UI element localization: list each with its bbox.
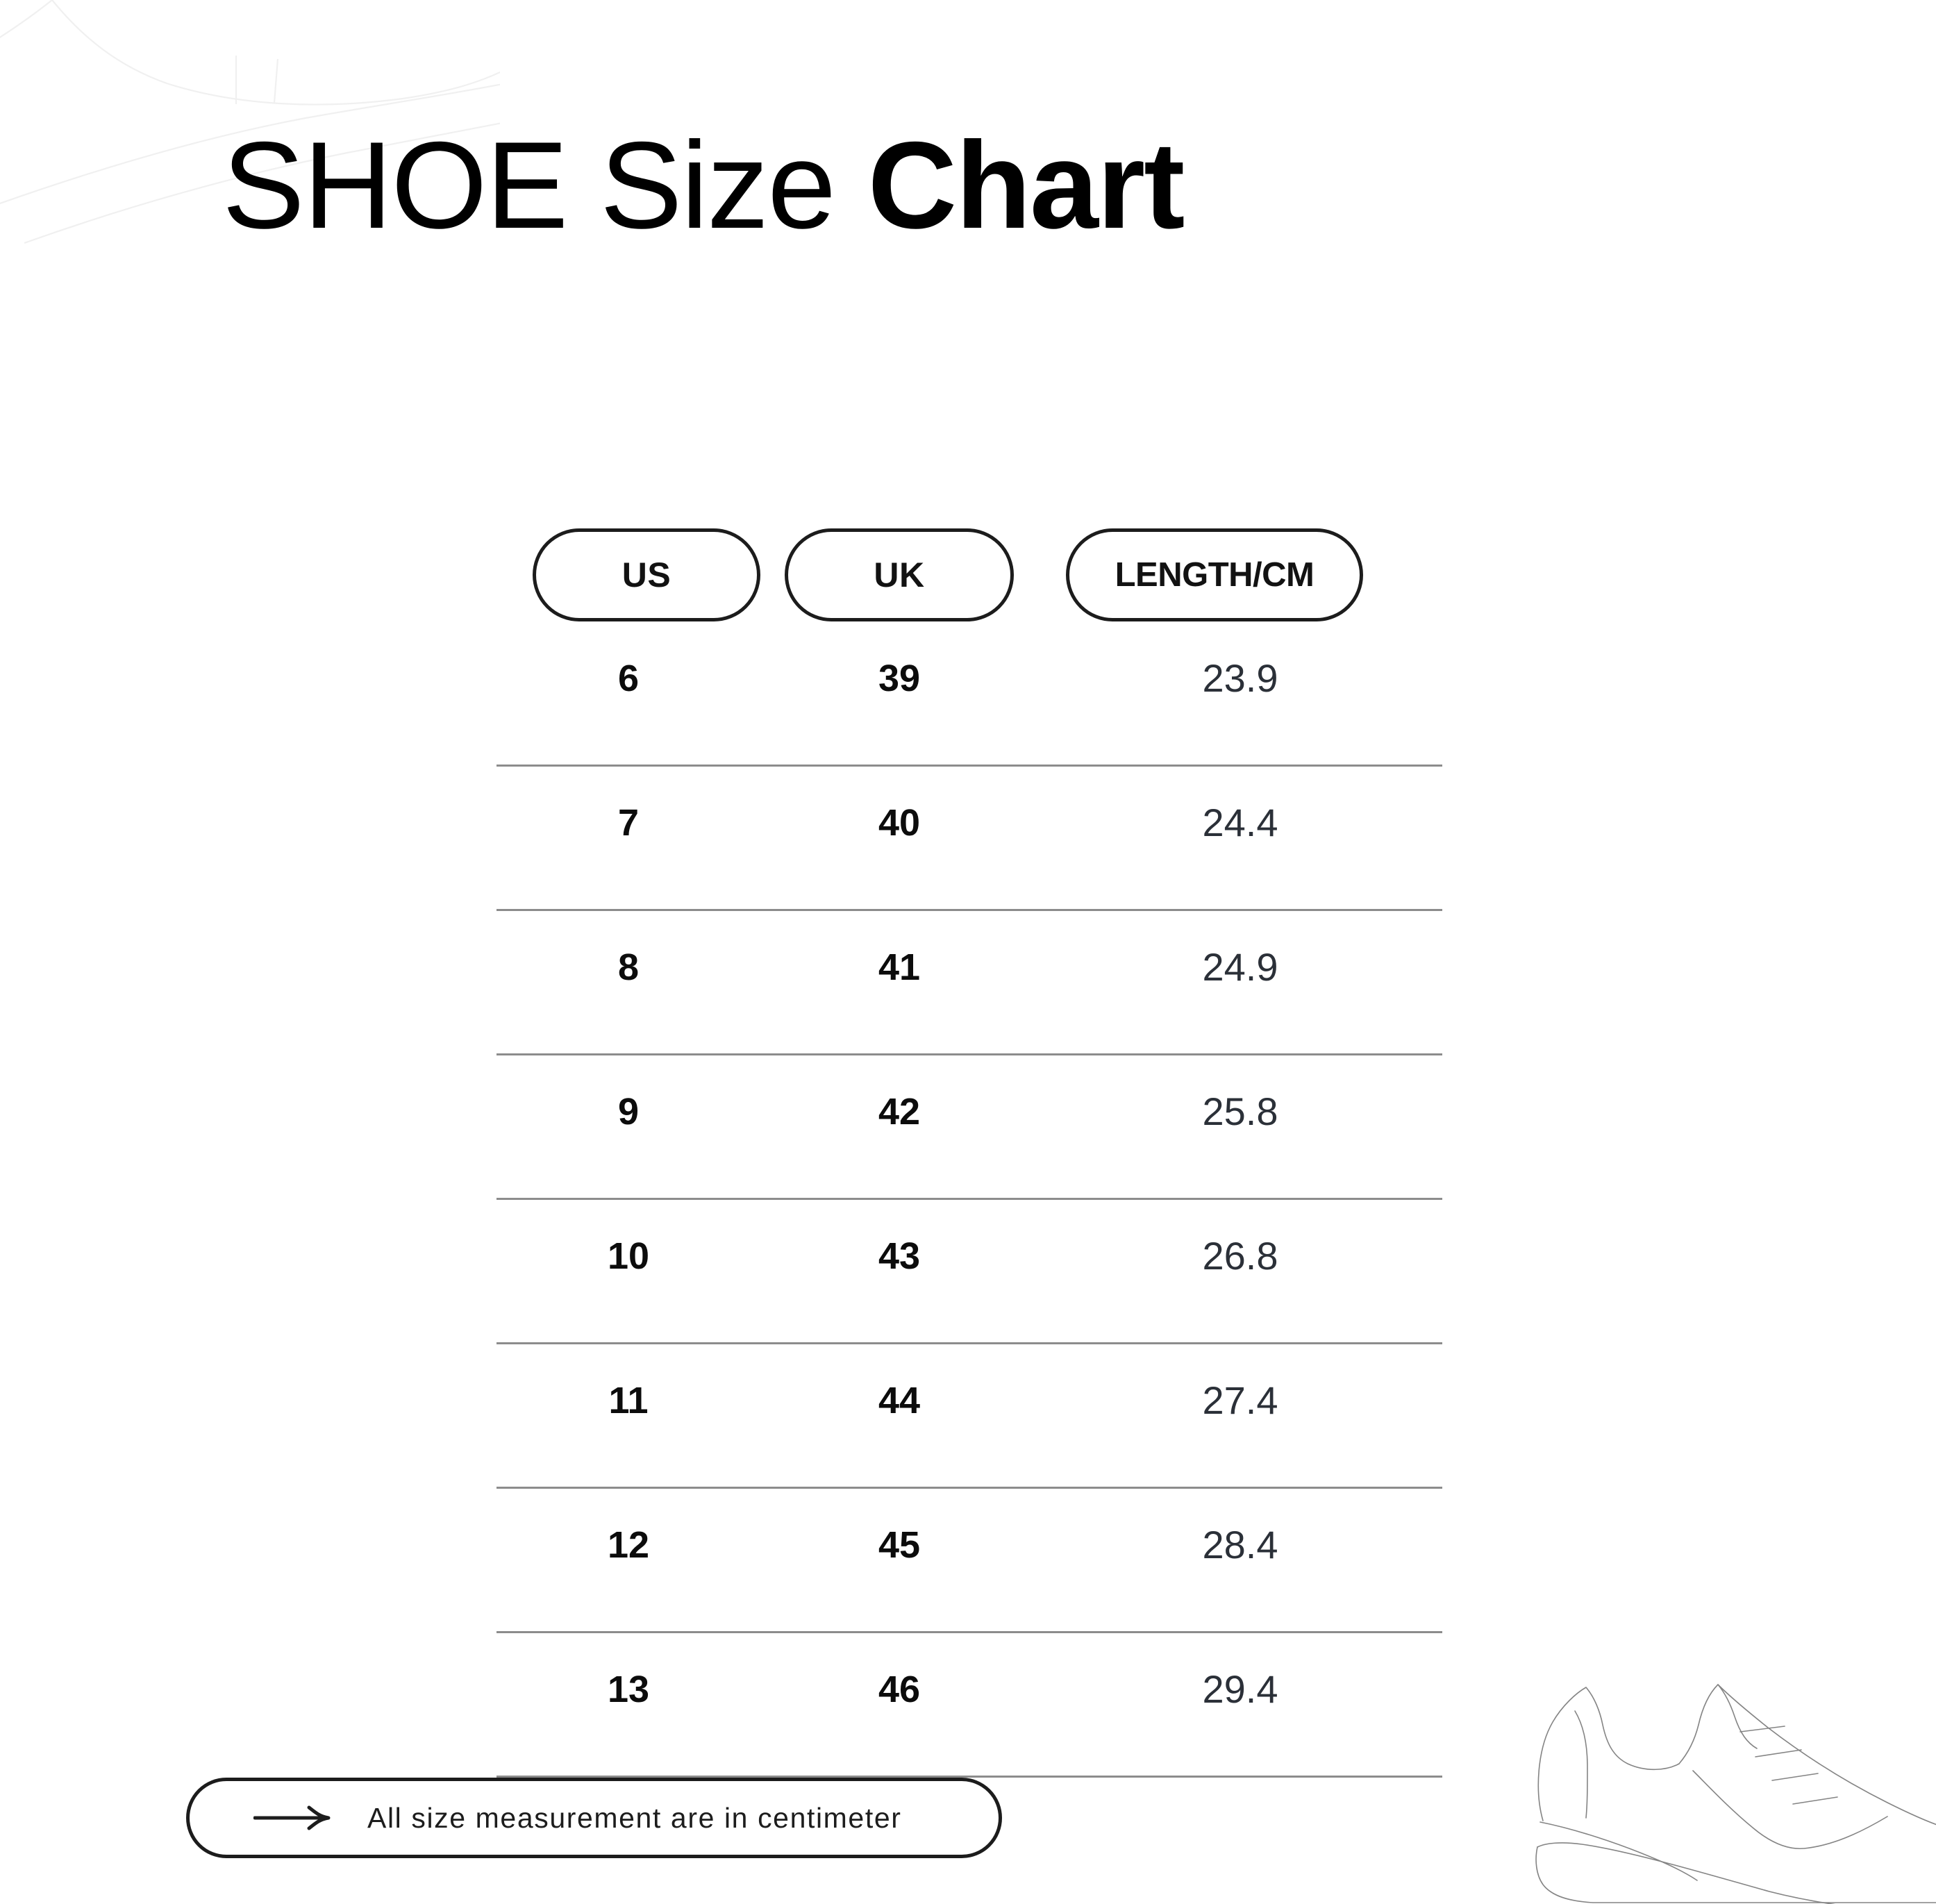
column-label-uk: UK [874,556,925,594]
cell-uk: 39 [878,657,921,699]
column-pill-length[interactable]: LENGTH/CM [1066,528,1363,621]
cell-us: 7 [617,801,640,844]
cell-length: 24.9 [1202,945,1278,989]
table-row: 9 42 25.8 [496,1055,1442,1200]
column-pill-us[interactable]: US [533,528,760,621]
table-row: 6 39 23.9 [496,622,1442,767]
cell-uk: 40 [878,801,921,844]
page-title-light: SHOE Size [222,116,868,254]
cell-us: 8 [617,946,640,988]
table-row: 10 43 26.8 [496,1200,1442,1344]
cell-us: 9 [617,1090,640,1133]
header-cell-length: LENGTH/CM [1038,528,1442,621]
table-row: 8 41 24.9 [496,911,1442,1055]
footer-note-pill[interactable]: All size measurement are in centimeter [186,1778,1002,1858]
cell-uk: 41 [878,946,921,988]
column-pill-uk[interactable]: UK [785,528,1014,621]
cell-us: 12 [607,1523,650,1566]
cell-us: 6 [617,657,640,699]
table-row: 11 44 27.4 [496,1344,1442,1489]
table-row: 12 45 28.4 [496,1489,1442,1633]
header-cell-uk: UK [760,528,1038,621]
cell-uk: 45 [878,1523,921,1566]
cell-length: 25.8 [1202,1089,1278,1133]
footer-note-text: All size measurement are in centimeter [367,1801,902,1834]
column-label-length: LENGTH/CM [1115,556,1315,594]
arrow-right-icon [253,1803,331,1832]
cell-length: 29.4 [1202,1667,1278,1711]
cell-uk: 42 [878,1090,921,1133]
cell-us: 11 [608,1379,649,1421]
cell-uk: 43 [878,1235,921,1277]
table-row: 7 40 24.4 [496,767,1442,911]
cell-length: 28.4 [1202,1523,1278,1567]
size-chart-table: US UK LENGTH/CM 6 39 23.9 7 40 24.4 8 41… [496,528,1442,1778]
cell-uk: 46 [878,1668,921,1710]
cell-length: 27.4 [1202,1378,1278,1422]
page-title-bold: Chart [867,116,1185,254]
page-title: SHOE Size Chart [222,124,1185,247]
cell-us: 10 [607,1235,650,1277]
cell-us: 13 [607,1668,650,1710]
shoe-outline-bottom-right-icon [1535,1684,1936,1904]
cell-length: 24.4 [1202,801,1278,844]
cell-length: 23.9 [1202,656,1278,700]
table-header-row: US UK LENGTH/CM [496,528,1442,622]
cell-length: 26.8 [1202,1234,1278,1278]
table-row: 13 46 29.4 [496,1633,1442,1778]
cell-uk: 44 [878,1379,921,1421]
column-label-us: US [621,556,671,594]
header-cell-us: US [496,528,760,621]
